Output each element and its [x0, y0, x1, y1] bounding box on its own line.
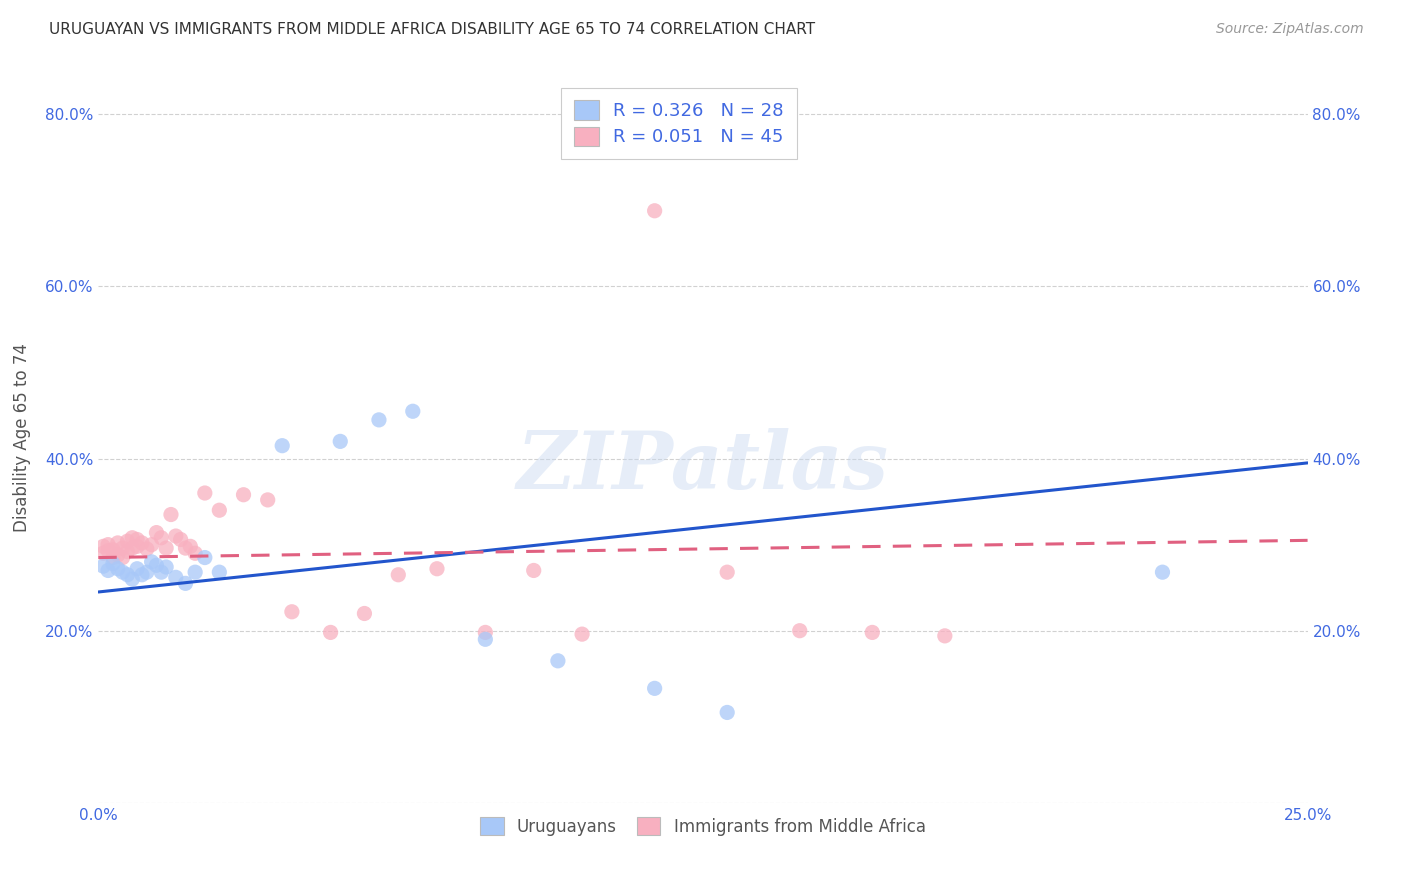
- Point: [644, 681, 666, 696]
- Point: [127, 562, 149, 576]
- Point: [353, 607, 375, 621]
- Point: [91, 546, 114, 560]
- Point: [141, 538, 163, 552]
- Point: [111, 550, 134, 565]
- Point: [101, 557, 124, 571]
- Point: [281, 605, 304, 619]
- Point: [232, 488, 254, 502]
- Text: ZIPatlas: ZIPatlas: [517, 427, 889, 505]
- Point: [194, 486, 217, 500]
- Point: [117, 534, 139, 549]
- Point: [474, 632, 496, 647]
- Point: [131, 567, 153, 582]
- Point: [145, 525, 167, 540]
- Point: [716, 565, 738, 579]
- Point: [644, 203, 666, 218]
- Point: [716, 706, 738, 720]
- Point: [547, 654, 569, 668]
- Point: [860, 625, 883, 640]
- Point: [131, 536, 153, 550]
- Point: [329, 434, 352, 449]
- Point: [474, 625, 496, 640]
- Point: [150, 531, 173, 545]
- Point: [208, 565, 231, 579]
- Point: [141, 555, 163, 569]
- Point: [121, 531, 143, 545]
- Point: [91, 559, 114, 574]
- Point: [101, 550, 124, 565]
- Point: [107, 562, 129, 576]
- Point: [150, 565, 173, 579]
- Point: [117, 567, 139, 582]
- Point: [101, 542, 124, 557]
- Point: [789, 624, 811, 638]
- Point: [174, 576, 197, 591]
- Point: [127, 540, 149, 554]
- Y-axis label: Disability Age 65 to 74: Disability Age 65 to 74: [13, 343, 31, 532]
- Point: [155, 541, 177, 555]
- Point: [174, 541, 197, 555]
- Point: [402, 404, 425, 418]
- Point: [165, 570, 187, 584]
- Point: [208, 503, 231, 517]
- Text: URUGUAYAN VS IMMIGRANTS FROM MIDDLE AFRICA DISABILITY AGE 65 TO 74 CORRELATION C: URUGUAYAN VS IMMIGRANTS FROM MIDDLE AFRI…: [49, 22, 815, 37]
- Point: [169, 533, 191, 547]
- Point: [97, 564, 120, 578]
- Point: [179, 540, 201, 554]
- Point: [117, 544, 139, 558]
- Point: [107, 536, 129, 550]
- Point: [107, 548, 129, 562]
- Point: [165, 529, 187, 543]
- Point: [135, 565, 157, 579]
- Point: [111, 565, 134, 579]
- Point: [155, 560, 177, 574]
- Point: [97, 538, 120, 552]
- Point: [184, 546, 207, 560]
- Legend: Uruguayans, Immigrants from Middle Africa: Uruguayans, Immigrants from Middle Afric…: [471, 807, 935, 846]
- Point: [319, 625, 342, 640]
- Point: [271, 439, 294, 453]
- Point: [111, 541, 134, 555]
- Point: [135, 541, 157, 556]
- Point: [934, 629, 956, 643]
- Point: [1152, 565, 1174, 579]
- Point: [127, 533, 149, 547]
- Point: [426, 562, 449, 576]
- Point: [368, 413, 391, 427]
- Point: [256, 492, 278, 507]
- Point: [160, 508, 183, 522]
- Point: [387, 567, 409, 582]
- Point: [91, 540, 114, 554]
- Point: [97, 543, 120, 558]
- Point: [571, 627, 593, 641]
- Point: [145, 558, 167, 573]
- Point: [121, 572, 143, 586]
- Text: Source: ZipAtlas.com: Source: ZipAtlas.com: [1216, 22, 1364, 37]
- Point: [184, 565, 207, 579]
- Point: [121, 541, 143, 555]
- Point: [194, 550, 217, 565]
- Point: [523, 564, 546, 578]
